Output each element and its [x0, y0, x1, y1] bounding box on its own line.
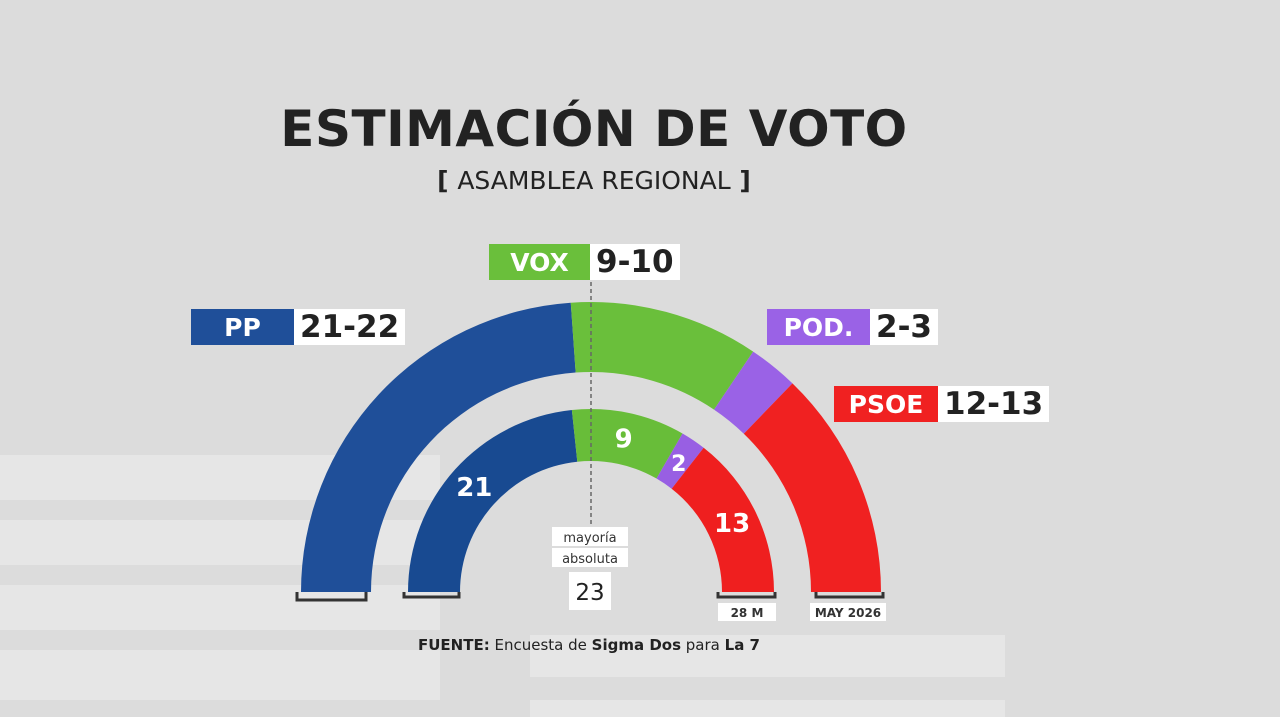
outer-right-tick: [814, 592, 885, 599]
outer-ring-segment-pp: [301, 302, 576, 592]
inner-right-tick: [716, 592, 777, 599]
outer-ring-segment-pod: [714, 351, 793, 434]
inner-period-label: 28 M: [731, 606, 764, 620]
baseline-ticks: [295, 592, 885, 602]
seat-label-psoe: 13: [714, 509, 750, 539]
inner-ring-segment-pod: [656, 433, 704, 489]
party-range-pod: 2-3: [870, 309, 939, 345]
background-stripe: [0, 650, 440, 700]
source-text1: Encuesta de: [494, 636, 587, 654]
inner-ring: [408, 408, 774, 592]
bracket-left: [: [437, 166, 458, 195]
seat-label-pp: 21: [456, 473, 492, 503]
inner-left-tick: [402, 592, 461, 599]
inner-ring-segment-vox: [571, 408, 683, 479]
majority-label-line1: mayoría: [563, 531, 616, 546]
source-note: FUENTE: Encuesta de Sigma Dos para La 7: [0, 636, 1178, 654]
seat-label-pod: 2: [671, 452, 686, 477]
seat-label-vox: 9: [615, 424, 633, 454]
inner-ring-segment-psoe: [671, 447, 774, 592]
outer-period-label: MAY 2026: [815, 606, 881, 620]
page-subtitle: [ ASAMBLEA REGIONAL ]: [0, 166, 1188, 195]
party-name-psoe: PSOE: [834, 386, 938, 422]
inner-seat-labels: 21 9 2 13: [456, 424, 750, 539]
party-label-psoe: PSOE 12-13: [834, 386, 1050, 422]
party-range-psoe: 12-13: [938, 386, 1050, 422]
majority-value: 23: [575, 580, 604, 606]
party-name-pp: PP: [191, 309, 294, 345]
source-prefix: FUENTE:: [418, 636, 490, 654]
page-title: ESTIMACIÓN DE VOTO: [280, 100, 908, 158]
background-stripe: [530, 635, 1005, 677]
inner-period-bg: [718, 603, 776, 621]
party-label-vox: VOX 9-10: [489, 244, 680, 280]
majority-label-line2: absoluta: [562, 552, 618, 567]
background-stripe: [530, 700, 1005, 717]
party-name-pod: POD.: [767, 309, 870, 345]
bracket-right: ]: [730, 166, 751, 195]
majority-label-bg: [552, 527, 628, 546]
period-labels: 28 M MAY 2026: [718, 603, 886, 621]
outer-ring: [301, 302, 881, 592]
party-range-pp: 21-22: [294, 309, 406, 345]
inner-ring-segment-pp: [408, 410, 578, 592]
outer-ring-segment-vox: [570, 302, 754, 410]
source-text2: para: [685, 636, 720, 654]
majority-value-bg: [569, 572, 611, 610]
source-pollster: Sigma Dos: [591, 636, 681, 654]
outer-ring-segment-psoe: [743, 383, 881, 592]
outer-left-tick: [295, 592, 368, 602]
party-label-pod: POD. 2-3: [767, 309, 939, 345]
outer-period-bg: [810, 603, 886, 621]
source-outlet: La 7: [724, 636, 760, 654]
subtitle-text: ASAMBLEA REGIONAL: [457, 166, 731, 195]
party-label-pp: PP 21-22: [191, 309, 406, 345]
party-name-vox: VOX: [489, 244, 590, 280]
party-range-vox: 9-10: [590, 244, 680, 280]
majority-box: mayoría absoluta 23: [552, 527, 628, 610]
majority-label-bg: [552, 548, 628, 567]
